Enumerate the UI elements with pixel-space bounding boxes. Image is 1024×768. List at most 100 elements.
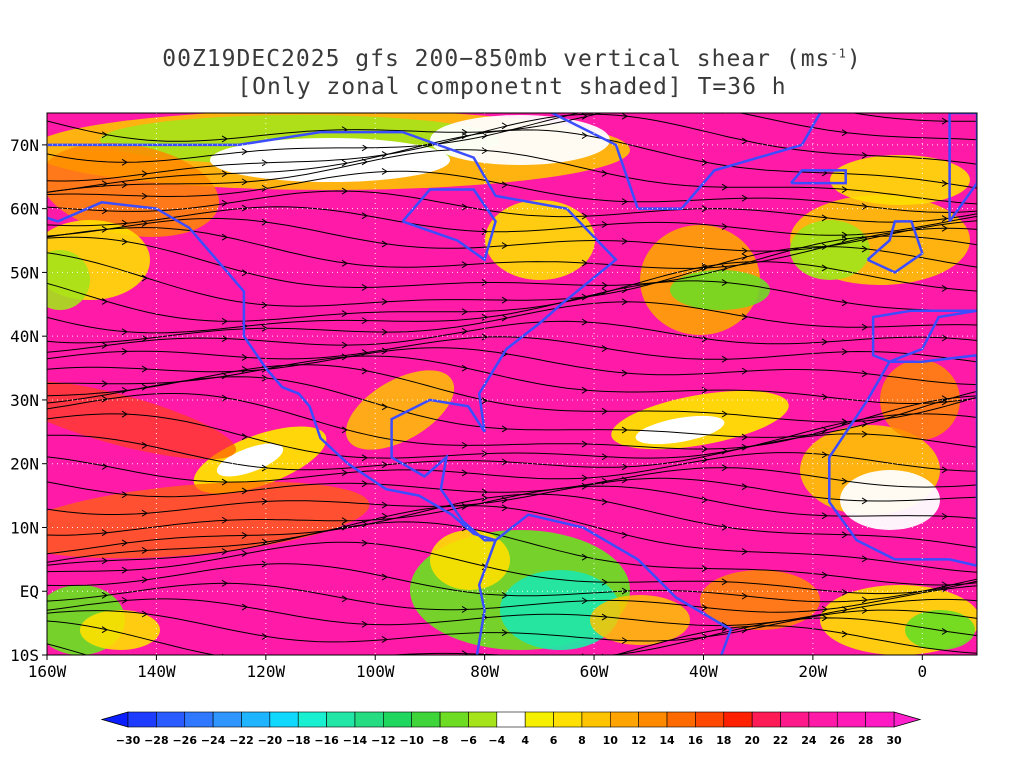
streamline-arrow [701, 604, 708, 612]
streamline-arrow [261, 374, 268, 382]
streamline-arrow [501, 314, 508, 322]
streamline-arrow [501, 458, 508, 466]
lon-label: 100W [356, 662, 395, 681]
streamline-arrow [481, 279, 488, 286]
streamline-arrow [101, 626, 108, 634]
streamline-arrow [621, 198, 628, 206]
streamline-arrow [501, 591, 508, 599]
colorbar-label: −16 [314, 734, 339, 747]
streamline-arrow [601, 288, 608, 295]
streamline-arrow [221, 233, 228, 241]
streamline-arrow [101, 395, 108, 403]
streamline-arrow [461, 132, 468, 140]
shear-patch [700, 570, 820, 630]
coastline [401, 188, 497, 262]
colorbar-label: −22 [229, 734, 254, 747]
streamline-arrow [621, 369, 628, 377]
streamline-arrow [461, 605, 468, 613]
streamline-arrow [481, 397, 488, 405]
shear-patch [47, 250, 90, 310]
colorbar-swatch [184, 711, 214, 728]
streamline-arrow [261, 633, 268, 640]
lon-label: 120W [247, 662, 286, 681]
streamline-arrow [821, 338, 828, 346]
streamline-arrow [841, 186, 848, 193]
streamline-arrow [741, 367, 748, 375]
streamline-arrow [341, 187, 348, 195]
streamline [47, 582, 977, 613]
streamline-arrow [701, 335, 708, 343]
colorbar-label: 4 [521, 734, 529, 747]
colorbar-swatch [326, 711, 356, 728]
streamline-arrow [241, 178, 248, 186]
coastline [948, 113, 977, 223]
streamline [47, 336, 977, 363]
colorbar-swatch [468, 711, 498, 728]
shear-patch [80, 610, 160, 650]
streamline-arrow [581, 597, 588, 605]
streamline-arrow [461, 261, 468, 269]
streamline-arrow [621, 298, 628, 306]
streamline-arrow [121, 386, 128, 394]
colorbar-swatch [723, 711, 753, 728]
streamline-arrow [821, 393, 828, 401]
streamline-arrow [141, 441, 148, 449]
streamline-arrow [941, 512, 948, 520]
streamline-arrow [581, 482, 588, 490]
streamline-arrow [501, 504, 508, 512]
streamline [47, 301, 977, 344]
streamline-arrow [461, 327, 468, 335]
streamline-arrow [361, 480, 368, 488]
streamline-arrow [141, 610, 148, 618]
streamline-arrow [721, 223, 728, 231]
streamline-arrow [361, 539, 368, 547]
streamline-arrow [822, 105, 827, 111]
streamline-arrow [461, 308, 468, 316]
streamline-arrow [721, 183, 728, 191]
shear-patch [485, 200, 595, 280]
streamline-arrow [861, 323, 868, 331]
lat-label: 20N [10, 455, 39, 474]
streamline-arrow [101, 131, 108, 139]
streamline-arrow [581, 553, 588, 561]
colorbar-label: 28 [858, 734, 873, 747]
streamline-arrow [361, 212, 368, 220]
streamline-arrow [861, 596, 868, 604]
streamline-arrow [241, 487, 248, 495]
streamline-arrow [261, 538, 268, 546]
streamline-arrow [501, 296, 508, 304]
colorbar-label: −6 [460, 734, 477, 747]
streamline-arrow [141, 192, 148, 200]
streamline-arrow [261, 218, 268, 226]
streamline-arrow [141, 170, 148, 178]
shear-patch [635, 415, 725, 445]
streamline [47, 320, 977, 353]
streamline [47, 485, 977, 536]
streamline-arrow [621, 237, 628, 245]
streamline-arrow [621, 531, 628, 539]
colorbar [100, 711, 922, 728]
lat-lon-grid [47, 113, 977, 655]
streamline-arrow [621, 426, 628, 434]
colorbar-under-arrow [100, 711, 129, 728]
streamline-arrow [121, 566, 128, 574]
streamline-arrow [721, 355, 728, 363]
unit-superscript: -1 [830, 46, 847, 61]
streamline [47, 355, 977, 404]
colorbar-label: 8 [578, 734, 586, 747]
streamline-arrow [701, 159, 708, 166]
streamline-arrow [941, 398, 948, 406]
streamline [47, 477, 977, 515]
streamline-arrow [701, 445, 708, 453]
streamline-arrow [341, 426, 348, 434]
streamline-arrow [861, 430, 868, 438]
lat-label: EQ [20, 582, 39, 601]
colorbar-label: −12 [371, 734, 396, 747]
colorbar-labels: −30 −28 −26 −24 −22 −20 −18 −16 −14 −12 −10 −8 −6 −4 4… [116, 734, 902, 747]
streamline-arrow [241, 366, 248, 373]
streamline-arrow [581, 386, 588, 394]
streamline [47, 170, 977, 213]
coastline [790, 169, 847, 185]
shear-patch [430, 530, 510, 590]
